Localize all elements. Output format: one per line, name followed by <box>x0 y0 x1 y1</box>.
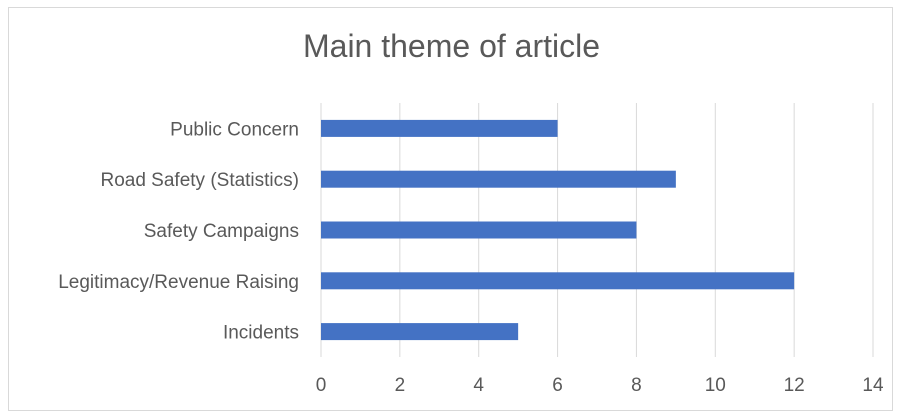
bar-public-concern <box>321 119 558 137</box>
bar-safety-campaigns <box>321 221 637 239</box>
bar-road-safety-statistics <box>321 170 676 188</box>
y-category-label: Legitimacy/Revenue Raising <box>58 272 299 293</box>
x-tick-label: 12 <box>784 375 805 396</box>
bar-incidents <box>321 323 519 341</box>
x-tick-label: 6 <box>552 375 563 396</box>
chart-area <box>8 7 893 411</box>
chart-title: Main theme of article <box>302 28 600 64</box>
x-tick-label: 8 <box>631 375 642 396</box>
y-category-label: Incidents <box>223 323 299 344</box>
y-category-label: Public Concern <box>170 119 299 140</box>
y-category-label: Safety Campaigns <box>144 221 299 242</box>
x-tick-label: 2 <box>395 375 406 396</box>
y-category-label: Road Safety (Statistics) <box>100 170 299 191</box>
x-tick-label: 0 <box>316 375 327 396</box>
x-tick-label: 10 <box>705 375 726 396</box>
bar-legitimacy-revenue-raising <box>321 272 795 290</box>
x-tick-label: 14 <box>862 375 884 396</box>
x-tick-label: 4 <box>473 375 484 396</box>
